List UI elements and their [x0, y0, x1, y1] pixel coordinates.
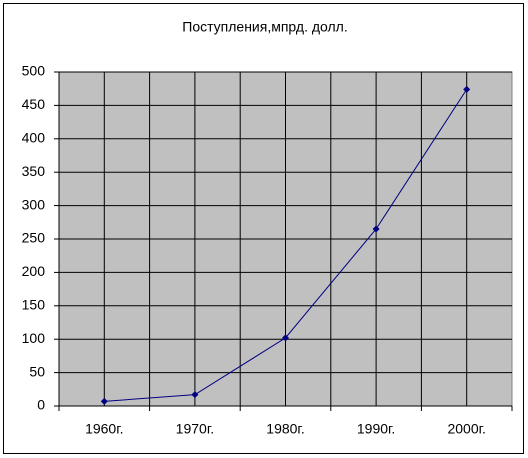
x-tick-label: 1960г.: [85, 421, 123, 437]
y-tick-label: 0: [37, 397, 45, 413]
y-tick-label: 150: [22, 297, 46, 313]
y-tick-label: 350: [22, 163, 46, 179]
y-tick-label: 300: [22, 196, 46, 212]
data-point: [191, 391, 199, 399]
y-tick-label: 450: [22, 96, 46, 112]
data-point: [100, 397, 108, 405]
x-tick-label: 1970г.: [176, 421, 214, 437]
data-point: [372, 225, 380, 233]
x-tick-label: 1980г.: [266, 421, 304, 437]
y-tick-label: 200: [22, 263, 46, 279]
data-point: [282, 334, 289, 342]
y-tick-label: 50: [29, 363, 45, 379]
y-tick-label: 250: [22, 230, 46, 246]
chart-title: Поступления,мпрд. долл.: [182, 19, 347, 35]
y-tick-label: 500: [22, 63, 46, 79]
x-tick-label: 1990г.: [357, 421, 395, 437]
y-tick-label: 400: [22, 130, 46, 146]
y-tick-label: 100: [22, 330, 46, 346]
x-tick-label: 2000г.: [447, 421, 485, 437]
data-point: [463, 85, 471, 93]
